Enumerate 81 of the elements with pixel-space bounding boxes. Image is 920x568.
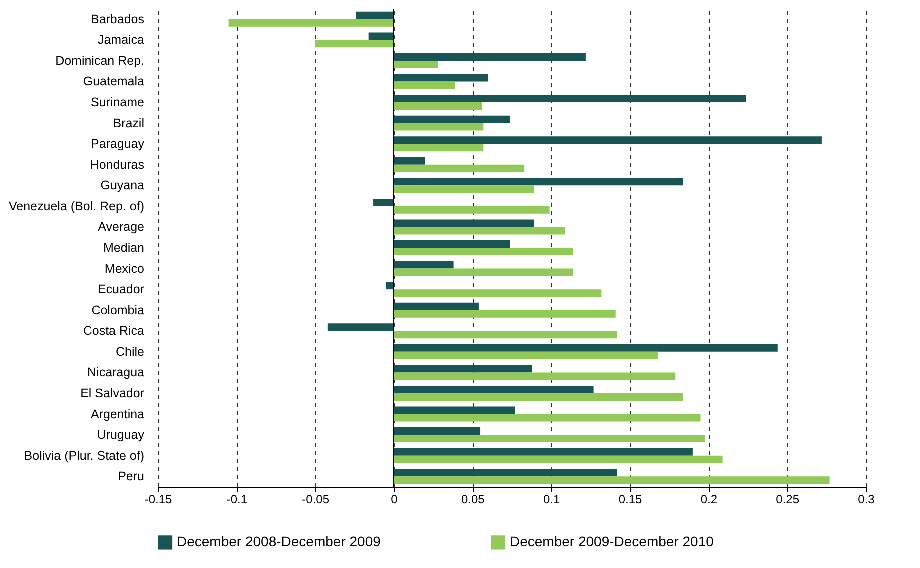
- bar: [394, 406, 516, 414]
- x-tick-label: 0.1: [543, 492, 560, 506]
- bar: [394, 435, 706, 443]
- x-tick-label: 0.25: [776, 492, 800, 506]
- bar: [356, 12, 394, 20]
- bar: [394, 261, 454, 269]
- bar: [328, 324, 394, 332]
- y-tick-label: Mexico: [104, 262, 145, 276]
- bar: [394, 331, 618, 339]
- y-tick-label: Average: [98, 220, 145, 234]
- x-tick-label: -0.05: [302, 492, 330, 506]
- bar: [394, 290, 602, 298]
- x-tick-label: -0.1: [226, 492, 248, 506]
- bar: [394, 136, 822, 144]
- y-tick-label: Ecuador: [98, 282, 144, 297]
- bar: [394, 344, 778, 352]
- bar: [394, 102, 482, 110]
- x-tick-label: 0.15: [618, 492, 642, 506]
- bar: [394, 372, 676, 380]
- x-tick-label: 0.3: [858, 492, 876, 506]
- bar: [394, 206, 550, 214]
- y-tick-label: Guyana: [100, 178, 145, 193]
- bar: [394, 393, 684, 401]
- bar: [394, 352, 658, 360]
- bar: [394, 144, 484, 152]
- bar: [394, 469, 618, 477]
- bar: [394, 428, 481, 436]
- y-tick-label: Honduras: [90, 158, 144, 172]
- y-tick-label: Colombia: [92, 303, 145, 318]
- x-tick-label: -0.15: [144, 492, 172, 506]
- bar: [394, 53, 586, 61]
- bar: [394, 95, 746, 103]
- bar: [394, 227, 566, 235]
- bar: [394, 386, 594, 394]
- bar: [394, 60, 438, 68]
- y-tick-label: Suriname: [91, 96, 145, 110]
- bar: [394, 476, 830, 484]
- bar: [394, 302, 479, 310]
- y-tick-label: Barbados: [90, 12, 144, 26]
- legend-label: December 2008-December 2009: [177, 534, 382, 550]
- y-tick-label: Chile: [116, 344, 145, 359]
- bar: [394, 268, 574, 276]
- bar: [394, 74, 488, 82]
- bar: [374, 198, 394, 206]
- x-tick-label: 0.2: [700, 492, 718, 506]
- bar: [394, 157, 426, 165]
- y-tick-label: Dominican Rep.: [56, 54, 144, 68]
- y-tick-label: Jamaica: [98, 33, 145, 48]
- bar: [368, 32, 394, 40]
- y-tick-label: Argentina: [90, 407, 145, 422]
- y-tick-label: Guatemala: [83, 74, 145, 89]
- y-tick-label: Paraguay: [90, 137, 146, 152]
- bar: [394, 414, 701, 422]
- y-tick-label: Bolivia (Plur. State of): [24, 448, 144, 463]
- bar: [394, 248, 574, 256]
- bar: [228, 19, 394, 27]
- bar: [315, 40, 394, 48]
- y-tick-label: Median: [104, 241, 145, 255]
- bar: [394, 178, 684, 186]
- y-tick-label: Brazil: [113, 116, 144, 130]
- bar: [394, 240, 510, 248]
- legend-label: December 2009-December 2010: [510, 534, 714, 550]
- y-tick-label: Costa Rica: [83, 324, 145, 338]
- bar: [394, 220, 534, 228]
- bar: [386, 282, 394, 290]
- bar: [394, 448, 693, 456]
- bar: [394, 186, 534, 194]
- y-tick-label: El Salvador: [80, 386, 144, 400]
- y-tick-label: Nicaragua: [88, 366, 145, 380]
- bar: [394, 310, 616, 318]
- bar: [394, 365, 532, 373]
- bar: [394, 123, 484, 131]
- bar: [394, 456, 723, 464]
- bar: [394, 82, 456, 90]
- x-tick-label: 0: [391, 492, 398, 506]
- y-tick-label: Peru: [118, 470, 145, 484]
- bar: [394, 164, 525, 172]
- y-tick-label: Uruguay: [97, 428, 146, 442]
- y-tick-label: Venezuela (Bol. Rep. of): [9, 199, 144, 214]
- x-tick-label: 0.05: [461, 492, 486, 506]
- bar: [394, 116, 510, 124]
